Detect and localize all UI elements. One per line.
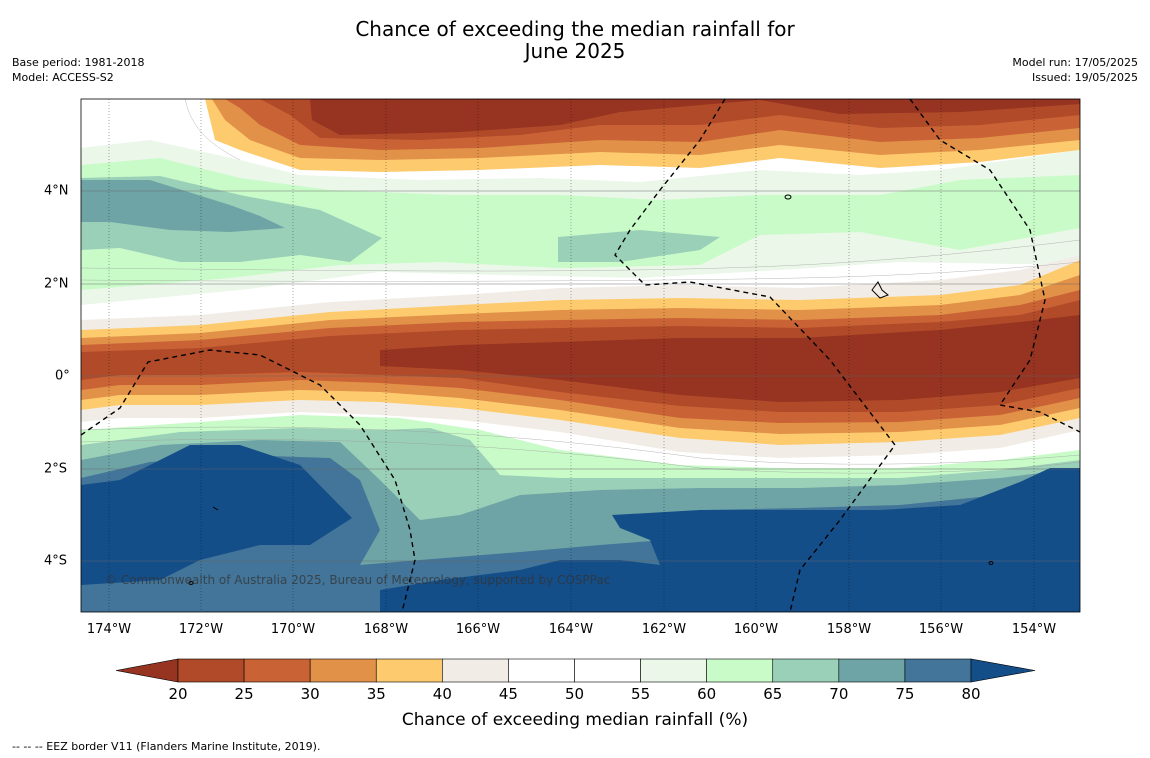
colorbar-tick-label: 25 bbox=[234, 685, 254, 703]
islands bbox=[188, 194, 994, 585]
lon-tick-164w: 164°W bbox=[548, 622, 594, 637]
north-wet-70 bbox=[81, 180, 285, 232]
copyright-credit: © Commonwealth of Australia 2025, Bureau… bbox=[105, 573, 611, 587]
colorbar-segment bbox=[574, 658, 641, 683]
lon-tick-166w: 166°W bbox=[455, 622, 501, 637]
lon-tick-170w: 170°W bbox=[270, 622, 316, 637]
map-frame bbox=[80, 98, 1081, 613]
eq-band-20 bbox=[380, 315, 1080, 402]
colorbar-tick-label: 30 bbox=[300, 685, 320, 703]
model-name: Model: ACCESS-S2 bbox=[12, 71, 114, 84]
title-line-2: June 2025 bbox=[524, 39, 626, 63]
colorbar-tick-label: 55 bbox=[631, 685, 651, 703]
colorbar-segment bbox=[904, 658, 972, 683]
colorbar-segment bbox=[838, 658, 906, 683]
lat-tick-2s: 2°S bbox=[44, 461, 68, 477]
colorbar-segment bbox=[508, 658, 575, 683]
lat-tick-4s: 4°S bbox=[44, 553, 68, 569]
lat-tick-0: 0° bbox=[55, 368, 70, 384]
colorbar-tick-label: 40 bbox=[432, 685, 452, 703]
colorbar-tick-label: 65 bbox=[763, 685, 783, 703]
colorbar-tick-label: 45 bbox=[498, 685, 518, 703]
colorbar-segment bbox=[375, 658, 443, 683]
lat-tick-2n: 2°N bbox=[44, 276, 69, 292]
colorbar-extend-low bbox=[115, 658, 179, 683]
colorbar-tick-label: 20 bbox=[168, 685, 188, 703]
lat-tick-4n: 4°N bbox=[44, 183, 69, 199]
issued-date: Issued: 19/05/2025 bbox=[1031, 71, 1138, 84]
lon-tick-168w: 168°W bbox=[363, 622, 409, 637]
colorbar-tick-label: 75 bbox=[895, 685, 915, 703]
eez-footnote: -- -- -- EEZ border V11 (Flanders Marine… bbox=[12, 740, 321, 753]
map-title: Chance of exceeding the median rainfall … bbox=[0, 18, 1150, 62]
lon-tick-156w: 156°W bbox=[918, 622, 964, 637]
lon-tick-174w: 174°W bbox=[86, 622, 132, 637]
colorbar-tick-label: 70 bbox=[829, 685, 849, 703]
north-band-20 bbox=[310, 99, 1080, 135]
colorbar-segment bbox=[442, 658, 509, 683]
base-period: Base period: 1981-2018 bbox=[12, 56, 145, 69]
colorbar bbox=[115, 658, 1036, 683]
colorbar-tick-label: 35 bbox=[366, 685, 386, 703]
lon-tick-162w: 162°W bbox=[641, 622, 687, 637]
colorbar-tick-label: 80 bbox=[961, 685, 981, 703]
title-line-1: Chance of exceeding the median rainfall … bbox=[355, 17, 795, 41]
lon-tick-160w: 160°W bbox=[733, 622, 779, 637]
colorbar-segment bbox=[706, 658, 774, 683]
eez-borders bbox=[80, 98, 1081, 613]
colorbar-extend-high bbox=[970, 658, 1036, 683]
lat-gridlines bbox=[81, 190, 1080, 562]
model-run: Model run: 17/05/2025 bbox=[1012, 56, 1138, 69]
colorbar-segment bbox=[243, 658, 311, 683]
colorbar-tick-label: 50 bbox=[564, 685, 585, 703]
meta-right: Model run: 17/05/2025 Issued: 19/05/2025 bbox=[1012, 55, 1138, 85]
colorbar-segment bbox=[640, 658, 707, 683]
colorbar-segment bbox=[772, 658, 840, 683]
south-wet-80 bbox=[81, 445, 1080, 612]
colorbar-segment bbox=[309, 658, 377, 683]
north-wet-65b bbox=[558, 230, 720, 262]
meta-left: Base period: 1981-2018 Model: ACCESS-S2 bbox=[12, 55, 144, 85]
lon-tick-158w: 158°W bbox=[826, 622, 872, 637]
map-area bbox=[80, 98, 1081, 613]
lon-tick-172w: 172°W bbox=[178, 622, 224, 637]
colorbar-tick-label: 60 bbox=[697, 685, 717, 703]
colorbar-title: Chance of exceeding median rainfall (%) bbox=[401, 710, 749, 730]
colorbar-segment bbox=[177, 658, 245, 683]
lon-tick-154w: 154°W bbox=[1011, 622, 1057, 637]
